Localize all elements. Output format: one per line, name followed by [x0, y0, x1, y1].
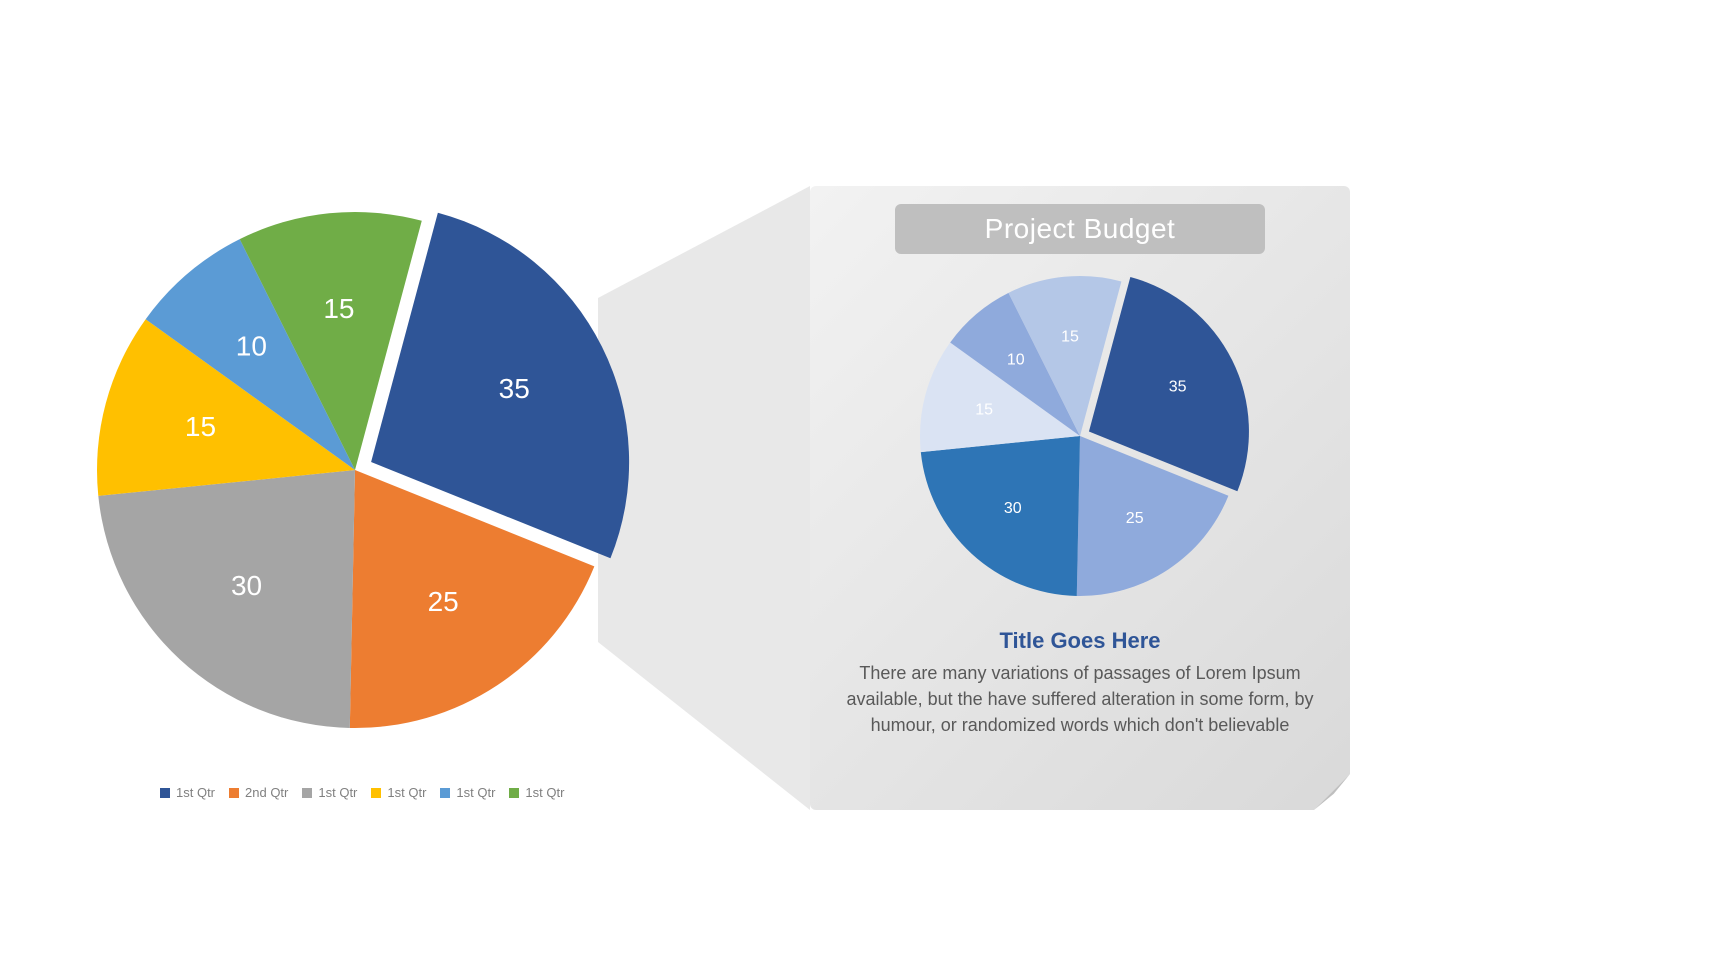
slice-label: 35 [1169, 378, 1187, 395]
slice-label: 15 [323, 293, 354, 324]
legend-swatch [440, 788, 450, 798]
slice-label: 25 [1126, 510, 1144, 527]
slice-label: 15 [185, 411, 216, 442]
pie-slice [921, 436, 1080, 596]
small-pie-chart: 35 25 30 15 10 15 [908, 264, 1252, 608]
slice-label: 10 [1007, 352, 1025, 369]
panel-title: Title Goes Here [810, 628, 1350, 654]
slice-label: 15 [975, 402, 993, 419]
legend-label: 1st Qtr [525, 785, 564, 800]
page-curl-icon [1314, 774, 1350, 810]
slice-label: 30 [1004, 500, 1022, 517]
main-pie-legend: 1st Qtr 2nd Qtr 1st Qtr 1st Qtr 1st Qtr 1st Q… [160, 785, 564, 800]
legend-swatch [302, 788, 312, 798]
legend-swatch [160, 788, 170, 798]
slice-label: 35 [499, 373, 530, 404]
legend-item: 1st Qtr [160, 785, 215, 800]
legend-item: 2nd Qtr [229, 785, 288, 800]
legend-swatch [229, 788, 239, 798]
panel-title-text: Title Goes Here [1000, 628, 1161, 653]
detail-panel: Project Budget 35 25 30 15 10 15 Title Goes H… [810, 186, 1350, 810]
legend-item: 1st Qtr [509, 785, 564, 800]
legend-label: 1st Qtr [387, 785, 426, 800]
main-pie-chart: 35 25 30 15 10 15 [75, 190, 635, 750]
panel-header-text: Project Budget [985, 213, 1176, 244]
legend-swatch [371, 788, 381, 798]
slide-stage: 352530151015 1st Qtr2nd Qtr1st Qtr1st Qt… [0, 0, 1720, 972]
panel-body-text: There are many variations of passages of… [847, 663, 1314, 735]
pie-slice [98, 470, 355, 728]
panel-body: There are many variations of passages of… [810, 660, 1350, 738]
slice-label: 15 [1061, 329, 1079, 346]
legend-label: 2nd Qtr [245, 785, 288, 800]
legend-label: 1st Qtr [456, 785, 495, 800]
slice-label: 30 [231, 570, 262, 601]
legend-item: 1st Qtr [302, 785, 357, 800]
legend-swatch [509, 788, 519, 798]
legend-label: 1st Qtr [176, 785, 215, 800]
panel-header: Project Budget [895, 204, 1265, 254]
slice-label: 10 [236, 331, 267, 362]
slice-label: 25 [428, 586, 459, 617]
legend-item: 1st Qtr [371, 785, 426, 800]
legend-item: 1st Qtr [440, 785, 495, 800]
legend-label: 1st Qtr [318, 785, 357, 800]
